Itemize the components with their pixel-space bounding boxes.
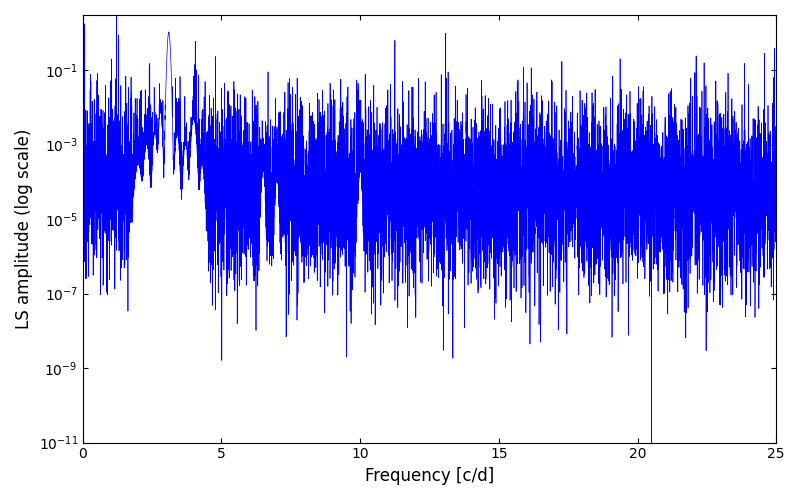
- Y-axis label: LS amplitude (log scale): LS amplitude (log scale): [15, 128, 33, 329]
- X-axis label: Frequency [c/d]: Frequency [c/d]: [365, 467, 494, 485]
